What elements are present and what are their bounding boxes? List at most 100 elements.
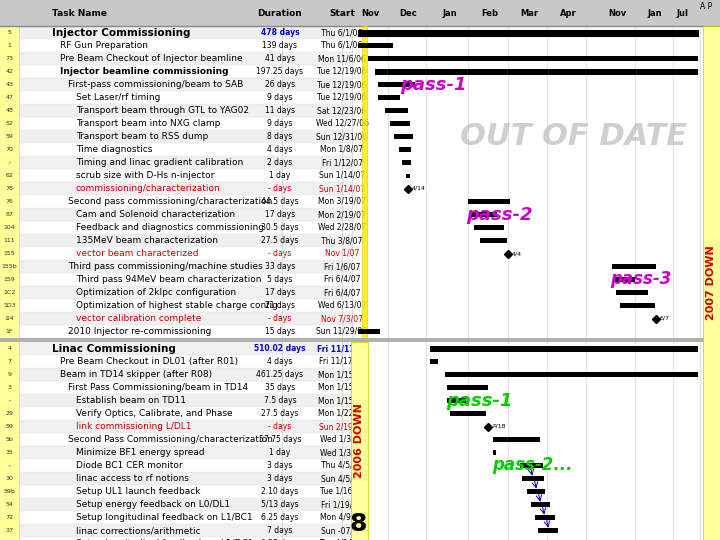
Text: Timing and linac gradient calibration: Timing and linac gradient calibration bbox=[76, 158, 243, 167]
Text: Fri 1/12/07: Fri 1/12/07 bbox=[322, 158, 362, 167]
Bar bbox=[19, 260, 352, 273]
Text: Injector Commissioning: Injector Commissioning bbox=[52, 28, 191, 37]
Bar bbox=[19, 342, 352, 355]
Bar bbox=[19, 52, 352, 65]
Text: Duration: Duration bbox=[258, 9, 302, 17]
Bar bbox=[612, 264, 656, 269]
Text: Wed 6/13/07: Wed 6/13/07 bbox=[318, 301, 366, 310]
Text: Mon 1/22/07: Mon 1/22/07 bbox=[318, 409, 366, 418]
Text: Tue 12/19/06: Tue 12/19/06 bbox=[318, 80, 366, 89]
Bar bbox=[19, 169, 352, 182]
Bar bbox=[522, 476, 544, 481]
Text: 57.75 days: 57.75 days bbox=[258, 435, 301, 444]
Text: 11 days: 11 days bbox=[265, 106, 295, 115]
Text: 59b: 59b bbox=[4, 489, 15, 494]
Text: 41 days: 41 days bbox=[265, 54, 295, 63]
Text: 4: 4 bbox=[7, 346, 12, 351]
Text: Sun 1/14/07: Sun 1/14/07 bbox=[319, 171, 365, 180]
Text: Optimization of highest stable charge config.: Optimization of highest stable charge co… bbox=[76, 301, 281, 310]
Text: Tue 12/19/06: Tue 12/19/06 bbox=[318, 93, 366, 102]
Text: 510.02 days: 510.02 days bbox=[254, 344, 306, 353]
Bar bbox=[19, 156, 352, 169]
Bar bbox=[19, 221, 352, 234]
Text: 8 days: 8 days bbox=[267, 132, 292, 141]
Bar bbox=[0, 0, 352, 540]
Bar bbox=[0, 0, 19, 540]
Text: 37: 37 bbox=[6, 528, 14, 533]
Text: 17 days: 17 days bbox=[265, 288, 295, 297]
Text: Dec: Dec bbox=[399, 9, 417, 17]
Text: 461.25 days: 461.25 days bbox=[256, 370, 304, 379]
Bar bbox=[19, 420, 352, 433]
Text: .-: .- bbox=[7, 463, 12, 468]
Text: Transport beam into NXG clamp: Transport beam into NXG clamp bbox=[76, 119, 220, 128]
Text: Mon 1/8/07: Mon 1/8/07 bbox=[320, 145, 364, 154]
Bar bbox=[480, 238, 507, 243]
Text: Optimization of 2klpc configuration: Optimization of 2klpc configuration bbox=[76, 288, 236, 297]
Text: RF Gun Preparation: RF Gun Preparation bbox=[60, 41, 148, 50]
Text: 1I4: 1I4 bbox=[4, 316, 14, 321]
Text: 78: 78 bbox=[6, 186, 14, 191]
Bar bbox=[19, 511, 352, 524]
Text: 4/14: 4/14 bbox=[412, 186, 426, 191]
Text: Mon 1/15/07: Mon 1/15/07 bbox=[318, 370, 366, 379]
Text: - days: - days bbox=[269, 314, 292, 323]
Text: 1D3: 1D3 bbox=[3, 303, 16, 308]
Text: 1F: 1F bbox=[6, 329, 13, 334]
Text: 87: 87 bbox=[6, 212, 14, 217]
Text: 139 days: 139 days bbox=[263, 41, 297, 50]
Bar bbox=[474, 225, 504, 230]
Bar bbox=[390, 121, 410, 126]
Text: Thu 6/1/06: Thu 6/1/06 bbox=[321, 28, 363, 37]
Text: Third pass commissioning/machine studies: Third pass commissioning/machine studies bbox=[68, 262, 263, 271]
Text: 15 days: 15 days bbox=[265, 327, 295, 336]
Bar bbox=[535, 515, 555, 520]
Bar bbox=[616, 290, 648, 295]
Text: 30.5 days: 30.5 days bbox=[261, 223, 299, 232]
Bar bbox=[19, 537, 352, 540]
Bar bbox=[19, 355, 352, 368]
Bar bbox=[19, 117, 352, 130]
Text: 76: 76 bbox=[6, 199, 14, 204]
Text: 3 days: 3 days bbox=[267, 461, 293, 470]
Bar bbox=[468, 199, 510, 204]
Bar bbox=[19, 433, 352, 446]
Text: 29: 29 bbox=[6, 411, 14, 416]
Text: 4 days: 4 days bbox=[267, 145, 293, 154]
Text: Fri 11/17/06: Fri 11/17/06 bbox=[319, 357, 365, 366]
Bar bbox=[19, 104, 352, 117]
Bar bbox=[19, 195, 352, 208]
Text: Diode BC1 CER monitor: Diode BC1 CER monitor bbox=[76, 461, 183, 470]
Bar bbox=[430, 359, 438, 364]
Text: Tue 4/24/07: Tue 4/24/07 bbox=[320, 539, 364, 540]
Bar bbox=[406, 173, 410, 178]
Bar bbox=[19, 459, 352, 472]
Bar bbox=[450, 411, 486, 416]
Bar bbox=[19, 312, 352, 325]
Text: 35 days: 35 days bbox=[265, 383, 295, 392]
Text: Jan: Jan bbox=[443, 9, 457, 17]
Text: 2.10 days: 2.10 days bbox=[261, 487, 299, 496]
Text: Setup longitudinal feedback on L1/BC1: Setup longitudinal feedback on L1/BC1 bbox=[76, 513, 253, 522]
Text: Sun 12/31/06: Sun 12/31/06 bbox=[317, 132, 367, 141]
Text: Minimize BF1 energy spread: Minimize BF1 energy spread bbox=[76, 448, 204, 457]
Bar bbox=[19, 208, 352, 221]
Text: Beam in TD14 skipper (after R08): Beam in TD14 skipper (after R08) bbox=[60, 370, 212, 379]
Bar bbox=[19, 143, 352, 156]
Bar bbox=[620, 303, 655, 308]
Bar bbox=[19, 472, 352, 485]
Text: 62: 62 bbox=[6, 173, 14, 178]
Text: 5/13 days: 5/13 days bbox=[261, 500, 299, 509]
Text: Establish beam on TD11: Establish beam on TD11 bbox=[76, 396, 186, 405]
Text: 6.25 days: 6.25 days bbox=[261, 513, 299, 522]
Text: - days: - days bbox=[269, 184, 292, 193]
Text: 27.5 days: 27.5 days bbox=[261, 409, 299, 418]
Text: Nov 7/3/07: Nov 7/3/07 bbox=[321, 314, 363, 323]
Text: pass-2: pass-2 bbox=[466, 206, 533, 224]
Bar bbox=[402, 160, 411, 165]
Text: 27.5 days: 27.5 days bbox=[261, 236, 299, 245]
Text: OUT OF DATE: OUT OF DATE bbox=[460, 122, 687, 151]
Text: 73: 73 bbox=[6, 56, 14, 61]
Text: 5 days: 5 days bbox=[267, 275, 293, 284]
Text: Jul: Jul bbox=[676, 9, 688, 17]
